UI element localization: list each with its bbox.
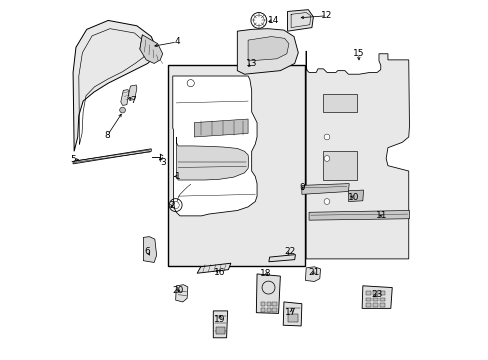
Polygon shape xyxy=(197,263,230,273)
Text: 6: 6 xyxy=(144,247,150,256)
Text: 10: 10 xyxy=(347,193,359,202)
Text: 4: 4 xyxy=(174,37,180,46)
Text: 11: 11 xyxy=(375,211,386,220)
Bar xyxy=(379,291,385,295)
Bar xyxy=(260,302,265,306)
Polygon shape xyxy=(362,286,391,309)
Text: 15: 15 xyxy=(352,49,364,58)
Bar xyxy=(372,298,378,301)
Bar xyxy=(287,314,298,321)
Text: 20: 20 xyxy=(172,286,184,295)
Bar xyxy=(266,308,271,312)
Bar xyxy=(215,327,224,334)
Polygon shape xyxy=(247,37,288,61)
Bar xyxy=(372,303,378,307)
Polygon shape xyxy=(194,119,247,137)
Polygon shape xyxy=(348,190,363,202)
Text: 3: 3 xyxy=(160,158,165,167)
Polygon shape xyxy=(213,311,227,338)
Polygon shape xyxy=(301,184,348,194)
Text: 23: 23 xyxy=(371,290,382,299)
Polygon shape xyxy=(73,21,156,151)
Circle shape xyxy=(324,134,329,140)
Bar xyxy=(266,302,271,306)
Bar xyxy=(365,298,370,301)
Polygon shape xyxy=(172,76,257,216)
Polygon shape xyxy=(237,29,298,74)
Bar xyxy=(272,308,277,312)
Bar xyxy=(323,94,357,112)
Bar xyxy=(365,291,370,295)
Bar xyxy=(379,303,385,307)
Circle shape xyxy=(324,199,329,204)
Polygon shape xyxy=(121,90,129,105)
Polygon shape xyxy=(73,149,151,164)
Bar xyxy=(323,151,357,180)
Text: 7: 7 xyxy=(129,96,135,105)
Text: 21: 21 xyxy=(308,268,319,277)
Polygon shape xyxy=(140,35,163,63)
Polygon shape xyxy=(287,10,313,31)
Text: 13: 13 xyxy=(245,59,257,68)
Polygon shape xyxy=(305,267,320,282)
Text: 18: 18 xyxy=(259,269,270,278)
Bar xyxy=(372,291,378,295)
Bar xyxy=(272,302,277,306)
Bar xyxy=(365,303,370,307)
Text: 1: 1 xyxy=(175,172,181,181)
Text: 9: 9 xyxy=(298,183,304,192)
Text: 16: 16 xyxy=(214,268,225,277)
Text: 14: 14 xyxy=(268,16,279,25)
Polygon shape xyxy=(175,285,187,302)
Bar xyxy=(260,308,265,312)
Text: 5: 5 xyxy=(70,155,76,164)
Text: 19: 19 xyxy=(214,315,225,324)
Polygon shape xyxy=(128,85,137,100)
Circle shape xyxy=(120,107,125,113)
Polygon shape xyxy=(305,51,408,259)
Polygon shape xyxy=(256,274,280,314)
Polygon shape xyxy=(176,137,248,180)
Polygon shape xyxy=(308,211,408,220)
Polygon shape xyxy=(143,237,156,262)
Bar xyxy=(168,65,304,266)
Bar xyxy=(379,298,385,301)
Text: 17: 17 xyxy=(285,308,296,317)
Text: 8: 8 xyxy=(104,131,110,140)
Text: 2: 2 xyxy=(168,201,174,210)
Polygon shape xyxy=(283,302,301,326)
Text: 22: 22 xyxy=(284,247,295,256)
Polygon shape xyxy=(268,255,295,262)
Text: 12: 12 xyxy=(321,11,332,20)
Circle shape xyxy=(324,156,329,161)
